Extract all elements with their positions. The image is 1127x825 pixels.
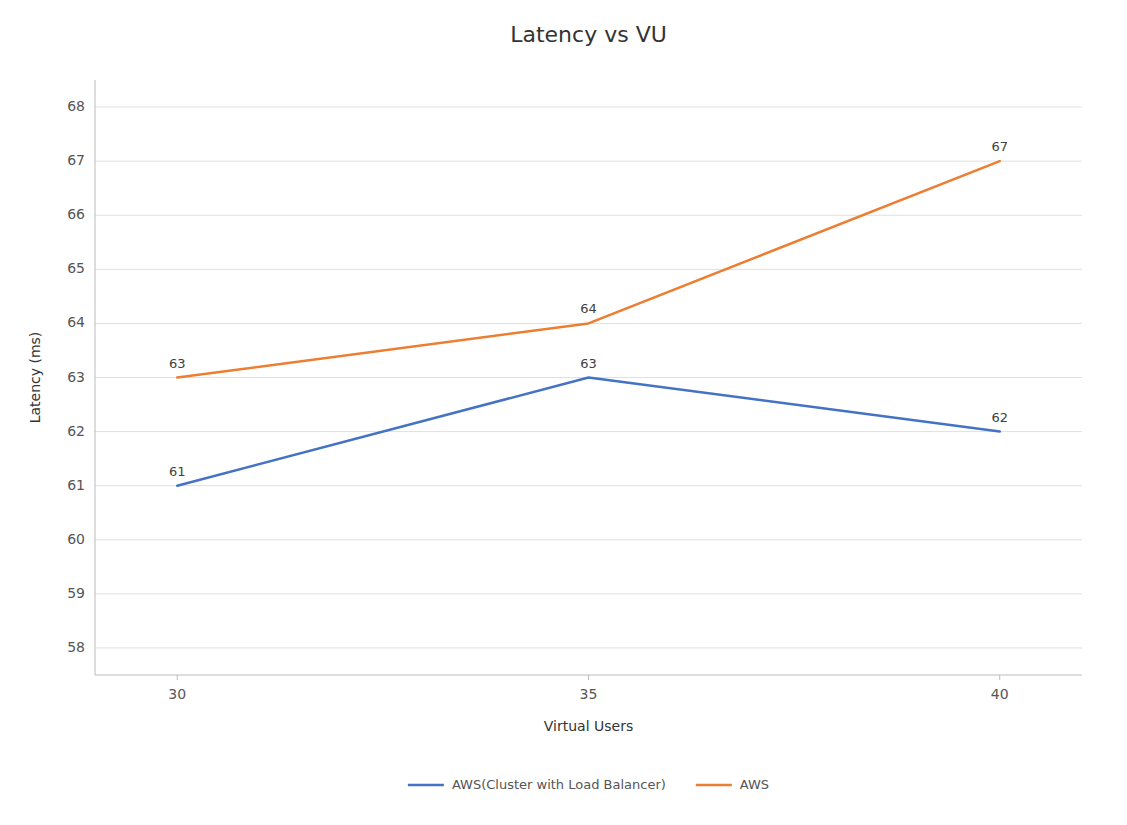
x-tick-label: 30 <box>168 686 186 702</box>
y-tick-label: 65 <box>67 260 85 276</box>
y-tick-label: 61 <box>67 477 85 493</box>
y-tick-label: 60 <box>67 531 85 547</box>
y-tick-label: 62 <box>67 423 85 439</box>
x-tick <box>177 675 178 680</box>
data-label: 63 <box>169 356 186 371</box>
line <box>177 378 1000 486</box>
grid-line <box>95 431 1082 432</box>
y-axis-label: Latency (ms) <box>27 332 43 424</box>
y-tick-label: 64 <box>67 314 85 330</box>
grid-line <box>95 107 1082 108</box>
data-label: 61 <box>169 464 186 479</box>
y-axis <box>95 80 96 675</box>
grid-line <box>95 539 1082 540</box>
y-tick-label: 66 <box>67 206 85 222</box>
grid-line <box>95 161 1082 162</box>
chart: Latency vs VU 58 59 60 61 62 63 64 65 66 67 68 30 35 4… <box>0 0 1127 825</box>
lines <box>177 161 1000 486</box>
data-label: 67 <box>991 139 1008 154</box>
legend-label: AWS <box>740 777 769 792</box>
y-tick-label: 63 <box>67 369 85 385</box>
y-tick-label: 59 <box>67 585 85 601</box>
grid-line <box>95 647 1082 648</box>
data-labels: 61 63 62 63 64 67 <box>169 139 1008 479</box>
legend: AWS(Cluster with Load Balancer) AWS <box>408 777 769 792</box>
title: Latency vs VU <box>510 22 667 47</box>
y-tick-label: 67 <box>67 152 85 168</box>
legend-item: AWS <box>696 777 769 792</box>
grid-line <box>95 269 1082 270</box>
y-tick-label: 68 <box>67 98 85 114</box>
x-tick-label: 40 <box>991 686 1009 702</box>
data-label: 63 <box>580 356 597 371</box>
y-tick-label: 58 <box>67 639 85 655</box>
legend-swatch <box>696 784 732 787</box>
x-tick <box>999 675 1000 680</box>
x-tick <box>588 675 589 680</box>
x-axis <box>95 675 1082 676</box>
x-tick-label: 35 <box>580 686 598 702</box>
grid-line <box>95 485 1082 486</box>
grid <box>95 107 1082 648</box>
legend-swatch <box>408 784 444 787</box>
data-label: 62 <box>991 410 1008 425</box>
line <box>177 161 1000 377</box>
legend-label: AWS(Cluster with Load Balancer) <box>452 777 666 792</box>
data-label: 64 <box>580 301 597 316</box>
grid-line <box>95 593 1082 594</box>
grid-line <box>95 215 1082 216</box>
x-axis-label: Virtual Users <box>544 718 633 734</box>
legend-item: AWS(Cluster with Load Balancer) <box>408 777 666 792</box>
